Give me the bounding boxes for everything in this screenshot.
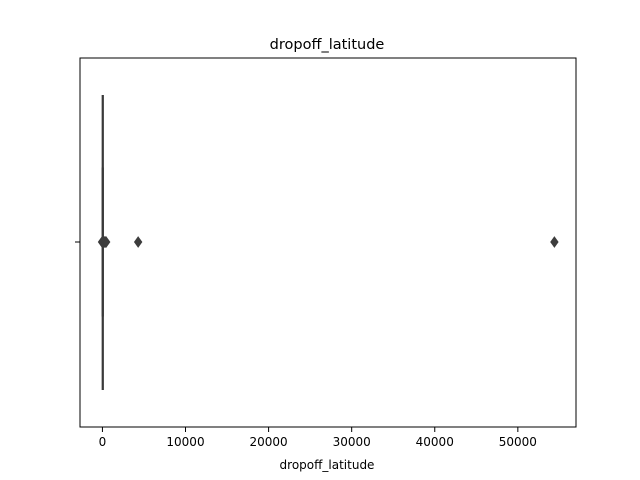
x-tick-label: 30000 <box>333 435 371 449</box>
x-axis: 0 10000 20000 30000 40000 50000 <box>99 427 537 449</box>
x-tick-label: 0 <box>99 435 107 449</box>
x-tick-label: 50000 <box>499 435 537 449</box>
x-tick-label: 10000 <box>166 435 204 449</box>
x-tick-label: 20000 <box>250 435 288 449</box>
x-tick-label: 40000 <box>416 435 454 449</box>
x-axis-label: dropoff_latitude <box>280 458 375 472</box>
plot-frame <box>79 57 577 428</box>
outlier-point <box>133 236 143 248</box>
outlier-point <box>101 236 111 248</box>
plot-marks <box>97 95 559 390</box>
outlier-point <box>550 236 559 248</box>
chart-title: dropoff_latitude <box>270 37 385 53</box>
